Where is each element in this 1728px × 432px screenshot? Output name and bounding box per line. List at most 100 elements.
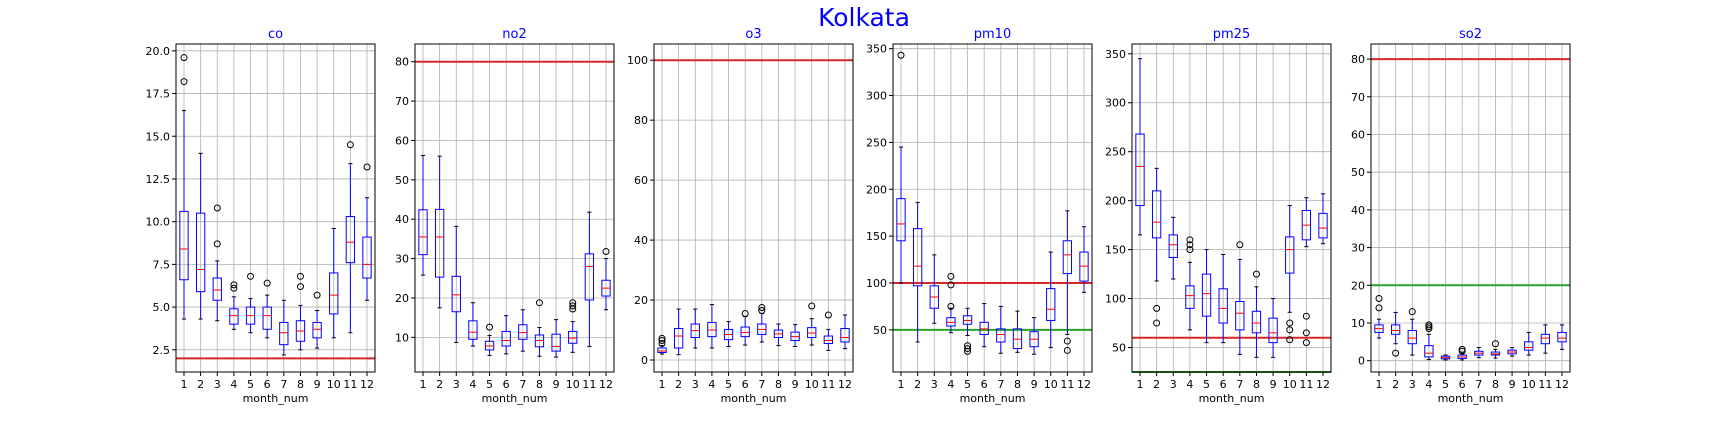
box-iqr	[1046, 288, 1056, 321]
x-tick-label: 9	[1270, 378, 1277, 391]
flier-point	[808, 302, 816, 310]
y-tick-label: 200	[1105, 195, 1126, 208]
x-tick-label: 12	[1555, 378, 1569, 391]
y-tick-label: 10	[395, 331, 409, 344]
y-tick-label: 20.0	[146, 45, 171, 58]
box-o3-1	[657, 334, 667, 355]
x-tick-label: 8	[297, 378, 304, 391]
x-tick-label: 12	[1316, 378, 1330, 391]
y-tick-label: 40	[395, 213, 409, 226]
y-tick-label: 50	[1351, 166, 1365, 179]
box-iqr	[673, 328, 684, 349]
x-tick-label: 1	[1376, 378, 1383, 391]
x-tick-label: 11	[1299, 378, 1313, 391]
box-iqr	[229, 308, 239, 325]
box-co-5	[245, 272, 256, 334]
box-pm10-6	[979, 303, 989, 348]
y-tick-label: 70	[395, 95, 409, 108]
box-co-7	[279, 299, 289, 356]
box-o3-9	[790, 324, 800, 348]
box-co-6	[262, 279, 272, 339]
box-pm10-10	[1046, 251, 1056, 349]
x-tick-label: 8	[536, 378, 543, 391]
box-iqr	[1424, 345, 1434, 358]
x-tick-label: 10	[327, 378, 341, 391]
box-pm10-4	[946, 272, 956, 334]
box-iqr	[212, 277, 222, 301]
box-iqr	[1235, 301, 1245, 331]
subplot-title: so2	[1459, 27, 1482, 42]
x-tick-label: 11	[821, 378, 835, 391]
x-tick-label: 4	[708, 378, 715, 391]
box-pm10-12	[1079, 226, 1089, 293]
axes-frame	[653, 43, 854, 373]
x-tick-label: 12	[838, 378, 852, 391]
box-co-10	[329, 228, 339, 339]
box-o3-11	[823, 311, 834, 351]
box-pm10-2	[912, 201, 923, 343]
axes-frame	[414, 43, 615, 373]
flier-point	[758, 304, 766, 312]
flier-point	[1063, 337, 1071, 345]
x-tick-label: 1	[420, 378, 427, 391]
box-iqr	[434, 208, 445, 278]
box-iqr	[1524, 341, 1534, 351]
y-tick-label: 300	[1105, 97, 1126, 110]
flier-point	[1286, 319, 1294, 327]
x-tick-label: 2	[197, 378, 204, 391]
x-tick-label: 9	[1031, 378, 1038, 391]
x-tick-label: 7	[280, 378, 287, 391]
box-no2-3	[451, 225, 461, 343]
x-tick-label: 11	[1060, 378, 1074, 391]
box-no2-6	[501, 315, 511, 355]
x-tick-label: 2	[914, 378, 921, 391]
box-iqr	[279, 321, 289, 346]
box-iqr	[912, 228, 923, 287]
box-o3-2	[673, 308, 684, 356]
box-no2-10	[568, 299, 578, 353]
box-iqr	[1285, 236, 1295, 274]
box-no2-4	[468, 302, 478, 347]
box-no2-11	[584, 211, 595, 347]
flier-point	[1425, 321, 1433, 329]
y-tick-label: 20	[1351, 279, 1365, 292]
x-tick-label: 6	[1220, 378, 1227, 391]
y-tick-label: 12.5	[146, 173, 171, 186]
flier-point	[1302, 312, 1310, 320]
box-iqr	[1268, 317, 1278, 344]
x-tick-label: 10	[1044, 378, 1058, 391]
box-iqr	[1251, 310, 1262, 334]
x-tick-label: 5	[1442, 378, 1449, 391]
flier-point	[230, 284, 238, 292]
x-tick-label: 6	[981, 378, 988, 391]
box-no2-5	[484, 323, 495, 356]
x-tick-label: 5	[964, 378, 971, 391]
x-axis-label: month_num	[960, 392, 1026, 405]
box-pm25-12	[1318, 193, 1328, 245]
y-tick-label: 80	[634, 114, 648, 127]
flier-point	[247, 272, 255, 280]
box-pm10-5	[962, 307, 973, 355]
x-tick-label: 8	[1492, 378, 1499, 391]
x-tick-label: 2	[1153, 378, 1160, 391]
y-tick-label: 200	[866, 183, 887, 196]
x-tick-label: 7	[1236, 378, 1243, 391]
x-tick-label: 4	[230, 378, 237, 391]
x-axis-label: month_num	[482, 392, 548, 405]
x-tick-label: 3	[453, 378, 460, 391]
axes-frame	[892, 43, 1093, 373]
subplot-title: pm25	[1213, 27, 1250, 42]
flier-point	[296, 283, 304, 291]
flier-point	[1186, 236, 1194, 244]
x-tick-label: 5	[1203, 378, 1210, 391]
box-co-12	[362, 163, 372, 301]
plot-area	[654, 44, 853, 372]
box-iqr	[1318, 212, 1328, 239]
axes-frame	[1131, 43, 1332, 373]
flier-point	[1302, 329, 1310, 337]
y-tick-label: 60	[395, 134, 409, 147]
box-o3-4	[707, 304, 717, 349]
